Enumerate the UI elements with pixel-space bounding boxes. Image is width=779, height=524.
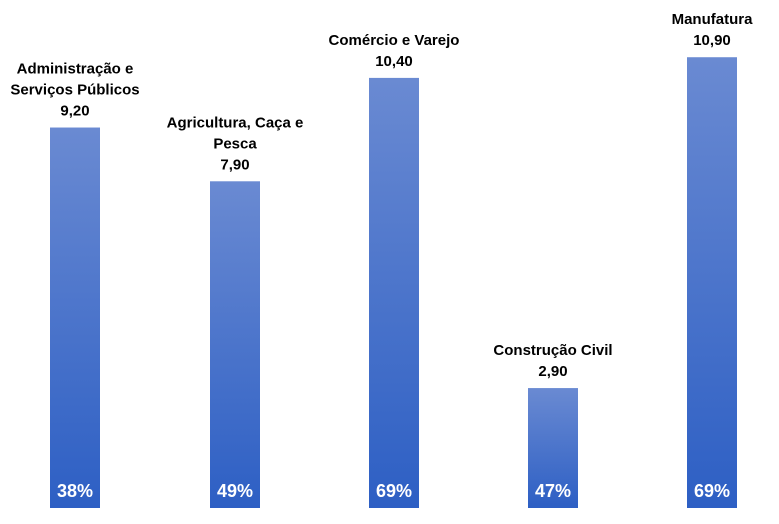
value-label-5: 10,90	[693, 32, 731, 49]
category-label-2-line-1: Agricultura, Caça e	[167, 114, 304, 131]
percent-label-5: 69%	[694, 481, 730, 501]
labels-layer: 38% 9,20 Administração e Serviços Públicos 4…	[10, 11, 753, 501]
percent-label-3: 69%	[376, 481, 412, 501]
value-label-4: 2,90	[538, 363, 567, 380]
percent-label-4: 47%	[535, 481, 571, 501]
bar-4	[528, 388, 578, 508]
category-label-1-line-2: Serviços Públicos	[10, 82, 139, 99]
bar-1	[50, 127, 100, 508]
bar-2	[210, 181, 260, 508]
category-label-4: Construção Civil	[493, 342, 612, 359]
category-label-3: Comércio e Varejo	[329, 32, 460, 49]
percent-label-1: 38%	[57, 481, 93, 501]
bars-layer	[50, 57, 737, 509]
category-label-1-line-1: Administração e	[17, 61, 134, 78]
category-label-5: Manufatura	[672, 11, 753, 28]
category-label-2-line-2: Pesca	[213, 135, 257, 152]
bar-3	[369, 77, 419, 508]
percent-label-2: 49%	[217, 481, 253, 501]
value-label-3: 10,40	[375, 53, 413, 70]
value-label-2: 7,90	[220, 156, 249, 173]
value-label-1: 9,20	[60, 103, 89, 120]
bar-5	[687, 57, 737, 509]
